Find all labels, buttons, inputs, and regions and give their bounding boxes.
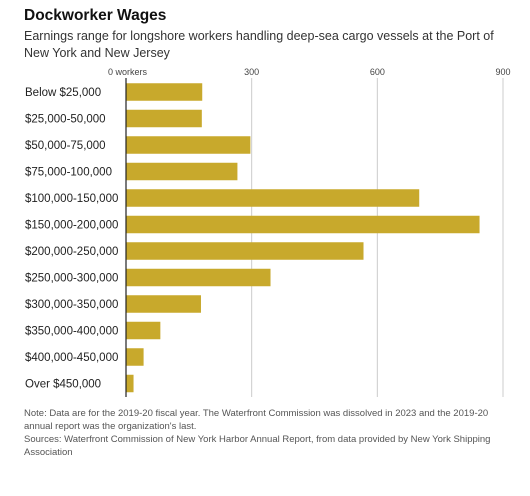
bar: [126, 295, 201, 313]
x-tick-label: 300: [244, 67, 259, 77]
bar-chart: 0 workers 300 600 900 Below $25,000 $25,000-…: [25, 67, 511, 397]
category-label: $50,000-75,000: [25, 140, 106, 152]
category-label: Below $25,000: [25, 87, 101, 99]
x-tick-label: 600: [370, 67, 385, 77]
category-label: Over $450,000: [25, 379, 101, 391]
chart-subtitle: Earnings range for longshore workers han…: [24, 29, 494, 60]
category-label: $25,000-50,000: [25, 114, 106, 126]
category-label: $250,000-300,000: [25, 273, 118, 285]
category-label: $150,000-200,000: [25, 220, 118, 232]
bar: [126, 321, 161, 340]
footnote: Note: Data are for the 2019-20 fiscal ye…: [24, 407, 514, 459]
bar: [126, 162, 238, 181]
category-label: $300,000-350,000: [25, 299, 118, 311]
bar: [126, 348, 144, 366]
category-label: $350,000-400,000: [25, 326, 118, 338]
sources-text: Sources: Waterfront Commission of New Yo…: [24, 434, 491, 458]
x-axis-ticks: 0 workers 300 600 900: [108, 67, 511, 77]
category-label: $400,000-450,000: [25, 352, 118, 364]
x-tick-label: 0 workers: [108, 67, 148, 77]
gridlines: [251, 78, 504, 397]
bar: [126, 83, 203, 101]
bars: [126, 83, 480, 393]
category-labels: Below $25,000 $25,000-50,000 $50,000-75,00…: [25, 87, 118, 391]
bar: [126, 109, 202, 128]
bar: [126, 242, 364, 260]
bar: [126, 189, 420, 207]
bar: [126, 374, 134, 393]
note-text: Note: Data are for the 2019-20 fiscal ye…: [24, 408, 489, 432]
chart-title: Dockworker Wages: [24, 7, 167, 24]
bar: [126, 136, 251, 154]
category-label: $200,000-250,000: [25, 246, 118, 258]
category-label: $100,000-150,000: [25, 193, 118, 205]
bar: [126, 215, 480, 234]
x-tick-label: 900: [495, 67, 510, 77]
bar: [126, 268, 271, 287]
category-label: $75,000-100,000: [25, 167, 112, 179]
